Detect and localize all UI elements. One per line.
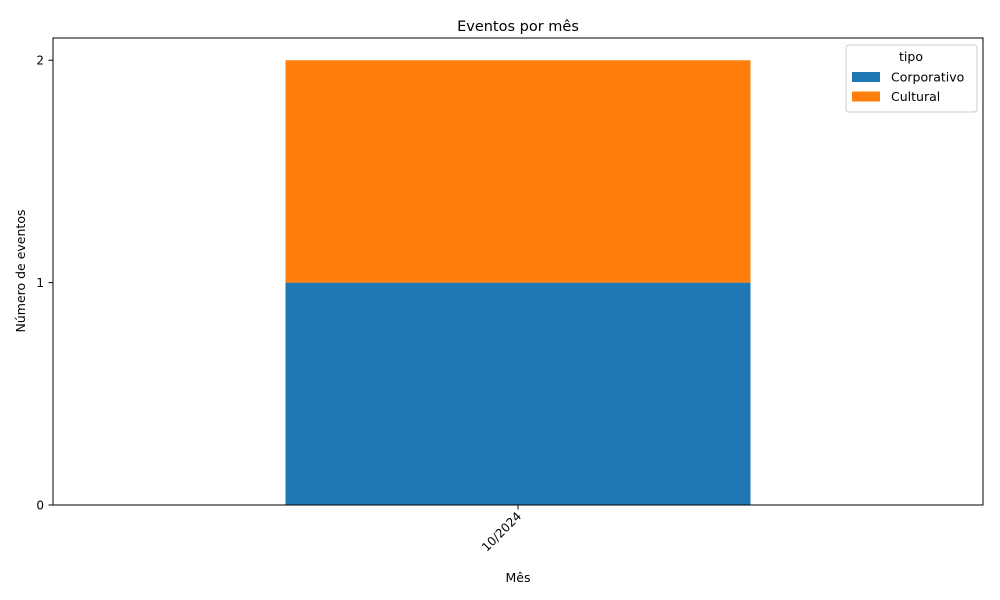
y-axis-label: Número de eventos (13, 210, 28, 333)
x-axis-label: Mês (506, 570, 531, 585)
chart-title: Eventos por mês (457, 19, 579, 35)
legend-label-corporativo: Corporativo (891, 70, 964, 85)
legend-title: tipo (899, 49, 923, 64)
legend-label-cultural: Cultural (891, 89, 940, 104)
bars-group (285, 60, 751, 505)
x-axis-ticks: 10/2024 (479, 505, 524, 554)
y-axis-ticks: 0 1 2 (36, 54, 53, 513)
y-tick-label: 2 (36, 54, 44, 68)
bar-cultural-0 (285, 60, 751, 283)
legend: tipo Corporativo Cultural (845, 44, 978, 113)
x-tick-label: 10/2024 (479, 509, 524, 554)
y-tick-label: 1 (36, 276, 44, 290)
legend-swatch-corporativo (852, 72, 880, 82)
bar-corporativo-0 (285, 282, 751, 505)
y-tick-label: 0 (36, 499, 44, 513)
legend-items: Corporativo Cultural (852, 70, 964, 104)
legend-swatch-cultural (852, 91, 880, 102)
